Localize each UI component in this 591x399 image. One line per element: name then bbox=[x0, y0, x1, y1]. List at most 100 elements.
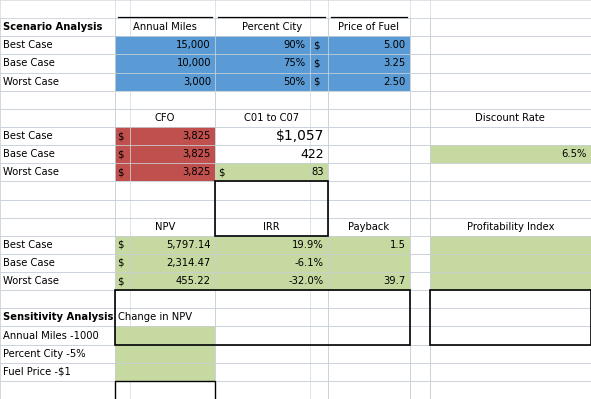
Bar bbox=[328, 18, 410, 36]
Bar bbox=[310, 54, 328, 73]
Bar bbox=[215, 18, 328, 36]
Bar bbox=[215, 145, 328, 163]
Bar bbox=[215, 272, 328, 290]
Bar bbox=[215, 36, 310, 54]
Bar bbox=[430, 254, 591, 272]
Bar bbox=[328, 200, 410, 217]
Bar bbox=[130, 145, 215, 163]
Bar bbox=[115, 254, 130, 272]
Bar bbox=[410, 363, 430, 381]
Bar bbox=[430, 254, 591, 272]
Bar bbox=[115, 182, 215, 200]
Bar bbox=[115, 54, 215, 73]
Text: Best Case: Best Case bbox=[3, 240, 53, 250]
Bar bbox=[410, 254, 430, 272]
Bar bbox=[0, 290, 115, 308]
Text: Base Case: Base Case bbox=[3, 258, 55, 268]
Bar bbox=[215, 182, 328, 200]
Bar bbox=[215, 345, 328, 363]
Text: Percent City: Percent City bbox=[242, 22, 301, 32]
Text: Best Case: Best Case bbox=[3, 131, 53, 141]
Text: 5.00: 5.00 bbox=[384, 40, 405, 50]
Text: $: $ bbox=[218, 167, 225, 177]
Text: $: $ bbox=[313, 77, 319, 87]
Bar bbox=[115, 272, 130, 290]
Bar bbox=[0, 236, 115, 254]
Text: 75%: 75% bbox=[284, 59, 306, 69]
Text: 19.9%: 19.9% bbox=[292, 240, 324, 250]
Text: $: $ bbox=[313, 59, 319, 69]
Bar bbox=[410, 217, 430, 236]
Bar bbox=[215, 182, 328, 236]
Text: 39.7: 39.7 bbox=[383, 276, 405, 286]
Bar bbox=[410, 290, 430, 308]
Bar bbox=[215, 91, 328, 109]
Text: Change in NPV: Change in NPV bbox=[118, 312, 191, 322]
Text: $: $ bbox=[118, 167, 124, 177]
Bar bbox=[115, 73, 215, 91]
Bar bbox=[130, 127, 215, 145]
Bar bbox=[328, 290, 410, 308]
Text: 5,797.14: 5,797.14 bbox=[167, 240, 211, 250]
Bar bbox=[130, 236, 215, 254]
Bar bbox=[0, 127, 115, 145]
Bar bbox=[0, 272, 115, 290]
Bar bbox=[115, 345, 215, 363]
Bar bbox=[430, 182, 591, 200]
Text: 6.5%: 6.5% bbox=[561, 149, 587, 159]
Bar bbox=[115, 73, 215, 91]
Bar bbox=[130, 163, 215, 182]
Text: $: $ bbox=[118, 131, 124, 141]
Bar bbox=[410, 308, 430, 326]
Bar bbox=[0, 200, 115, 217]
Text: 3,825: 3,825 bbox=[183, 131, 211, 141]
Bar bbox=[410, 73, 430, 91]
Bar bbox=[0, 363, 115, 381]
Bar bbox=[215, 109, 328, 127]
Bar bbox=[130, 236, 215, 254]
Text: Fuel Price -$1: Fuel Price -$1 bbox=[3, 367, 71, 377]
Bar bbox=[410, 182, 430, 200]
Bar bbox=[328, 182, 410, 200]
Bar bbox=[115, 127, 130, 145]
Bar bbox=[215, 54, 310, 73]
Bar bbox=[0, 109, 115, 127]
Bar bbox=[130, 145, 215, 163]
Text: 2.50: 2.50 bbox=[383, 77, 405, 87]
Bar bbox=[310, 73, 328, 91]
Bar bbox=[215, 127, 328, 145]
Bar bbox=[328, 109, 410, 127]
Bar bbox=[430, 36, 591, 54]
Bar bbox=[328, 54, 410, 73]
Text: $: $ bbox=[118, 240, 124, 250]
Text: 3.25: 3.25 bbox=[383, 59, 405, 69]
Bar bbox=[328, 254, 410, 272]
Bar bbox=[215, 308, 328, 326]
Text: 83: 83 bbox=[311, 167, 324, 177]
Bar bbox=[328, 54, 410, 73]
Bar bbox=[115, 363, 215, 381]
Bar bbox=[410, 127, 430, 145]
Bar bbox=[215, 381, 328, 399]
Bar bbox=[328, 254, 410, 272]
Bar bbox=[410, 91, 430, 109]
Text: Payback: Payback bbox=[348, 222, 389, 232]
Bar bbox=[328, 363, 410, 381]
Bar bbox=[115, 363, 215, 381]
Text: 455.22: 455.22 bbox=[176, 276, 211, 286]
Bar bbox=[115, 163, 130, 182]
Bar bbox=[215, 73, 310, 91]
Bar bbox=[215, 163, 310, 182]
Bar bbox=[410, 326, 430, 345]
Bar bbox=[130, 163, 215, 182]
Bar bbox=[310, 73, 328, 91]
Bar bbox=[0, 36, 115, 54]
Bar bbox=[430, 236, 591, 254]
Bar bbox=[410, 345, 430, 363]
Bar bbox=[130, 254, 215, 272]
Bar bbox=[115, 345, 215, 363]
Bar bbox=[115, 127, 130, 145]
Text: Scenario Analysis: Scenario Analysis bbox=[3, 22, 102, 32]
Bar bbox=[215, 36, 310, 54]
Bar bbox=[115, 326, 215, 345]
